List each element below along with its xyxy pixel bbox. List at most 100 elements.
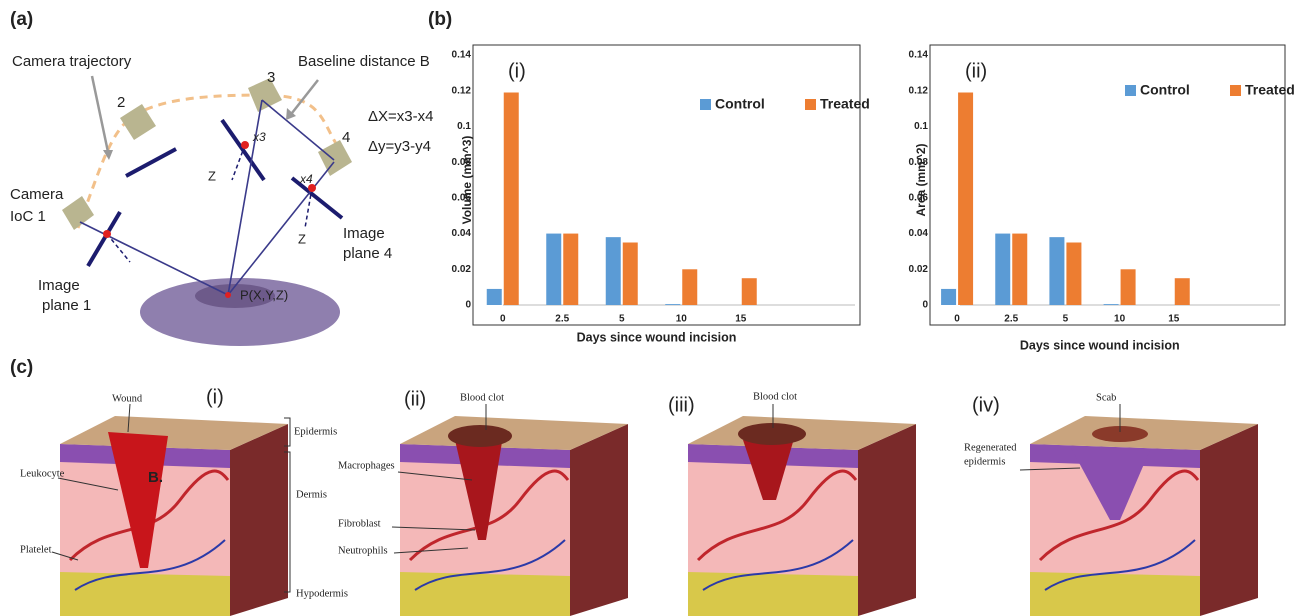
bar: [682, 269, 697, 305]
decoration-line: [126, 149, 176, 176]
bar: [665, 304, 680, 305]
decoration-circle: [241, 141, 249, 149]
decoration-g: [107, 145, 312, 262]
stage-label: (iv): [972, 394, 1000, 416]
figure: (a) Camera trajectory Baseline distance …: [0, 0, 1295, 616]
panel-label: (a): [10, 9, 33, 30]
hypodermis: [688, 572, 858, 616]
x-axis-title: Days since wound incision: [1020, 338, 1180, 352]
stage-label: (i): [206, 386, 224, 408]
annotation: Camera trajectory: [12, 53, 132, 70]
bar: [941, 289, 956, 305]
bar: [742, 278, 757, 305]
y-tick-label: 0.12: [452, 85, 472, 96]
annotation: Neutrophils: [338, 545, 388, 556]
x-tick-label: 2.5: [555, 314, 569, 325]
x-tick-label: 0: [954, 314, 960, 325]
annotation: Platelet: [20, 544, 52, 555]
annotation: B.: [148, 469, 163, 486]
camera-number: 4: [342, 129, 350, 146]
decoration-polygon: [248, 78, 282, 112]
bar: [1104, 304, 1119, 305]
decoration-line: [80, 222, 228, 295]
decoration-g: [80, 100, 334, 295]
bar: [1175, 278, 1190, 305]
bar: [623, 243, 638, 306]
annotation: Epidermis: [294, 426, 337, 437]
bar: [487, 289, 502, 305]
y-tick-label: 0.02: [452, 264, 472, 275]
annotation: x3: [252, 130, 266, 144]
x-axis-title: Days since wound incision: [577, 330, 737, 344]
decoration-line: [107, 234, 130, 262]
skin-illustrations: [60, 416, 1258, 616]
annotation: Wound: [112, 393, 143, 404]
clot: [738, 423, 806, 445]
bar: [958, 93, 973, 306]
panel-label: (c): [10, 357, 33, 378]
bar: [504, 93, 519, 306]
bar: [1049, 237, 1064, 305]
legend-label: Control: [1140, 82, 1190, 98]
annotation: ΔX=x3-x4: [368, 108, 433, 125]
annotation: Scab: [1096, 392, 1116, 403]
hypodermis: [400, 572, 570, 616]
bar: [1066, 243, 1081, 306]
bar: [563, 234, 578, 305]
y-tick-label: 0.1: [457, 121, 471, 132]
annotation: Fibroblast: [338, 518, 381, 529]
legend-swatch: [1125, 85, 1136, 96]
x-tick-label: 10: [676, 314, 688, 325]
x-tick-label: 2.5: [1004, 314, 1018, 325]
x-tick-label: 5: [619, 314, 625, 325]
panel-label: (b): [428, 9, 452, 30]
camera-number: 2: [117, 94, 125, 111]
y-tick-label: 0.12: [909, 85, 929, 96]
stage-label: (iii): [668, 394, 695, 416]
clot: [448, 425, 512, 447]
stage-label: (ii): [404, 388, 426, 410]
decoration-circle: [103, 230, 111, 238]
y-tick-label: 0.1: [914, 121, 928, 132]
annotation: Leukocyte: [20, 468, 65, 479]
skin-side: [858, 424, 916, 616]
y-tick-label: 0.14: [452, 50, 472, 61]
y-tick-label: 0: [465, 300, 471, 311]
annotation: Δy=y3-y4: [368, 138, 431, 155]
y-tick-label: 0.02: [909, 264, 929, 275]
y-tick-label: 0.04: [452, 228, 472, 239]
bar: [1012, 234, 1027, 305]
annotation: x4: [299, 172, 313, 186]
decoration-polygon: [120, 104, 156, 140]
x-tick-label: 0: [500, 314, 506, 325]
legend-label: Treated: [820, 96, 870, 112]
annotation: IoC 1: [10, 208, 46, 225]
annotation: Dermis: [296, 489, 327, 500]
bar: [546, 234, 561, 305]
annotation: Hypodermis: [296, 588, 348, 599]
y-tick-label: 0: [922, 300, 928, 311]
annotation: Z: [298, 231, 306, 246]
panel-a: [62, 76, 352, 346]
x-tick-label: 10: [1114, 314, 1126, 325]
skin-side: [1200, 424, 1258, 616]
annotation: Blood clot: [460, 392, 504, 403]
plot-frame: [473, 45, 860, 325]
decoration-circle: [225, 292, 231, 298]
decoration-line: [262, 100, 334, 160]
x-tick-label: 15: [735, 314, 747, 325]
y-tick-label: 0.14: [909, 50, 929, 61]
annotation: Image: [343, 225, 385, 242]
bar: [606, 237, 621, 305]
annotation: Z: [208, 168, 216, 183]
annotation: plane 4: [343, 245, 392, 262]
annotation: Blood clot: [753, 391, 797, 402]
x-tick-label: 15: [1168, 314, 1180, 325]
chart-label: (i): [508, 60, 526, 82]
x-tick-label: 5: [1063, 314, 1069, 325]
camera-number: 3: [267, 69, 275, 86]
y-axis-title: Area (mm^2): [914, 143, 928, 216]
chart-label: (ii): [965, 60, 987, 82]
annotation: epidermis: [964, 456, 1005, 467]
annotation: Image: [38, 277, 80, 294]
